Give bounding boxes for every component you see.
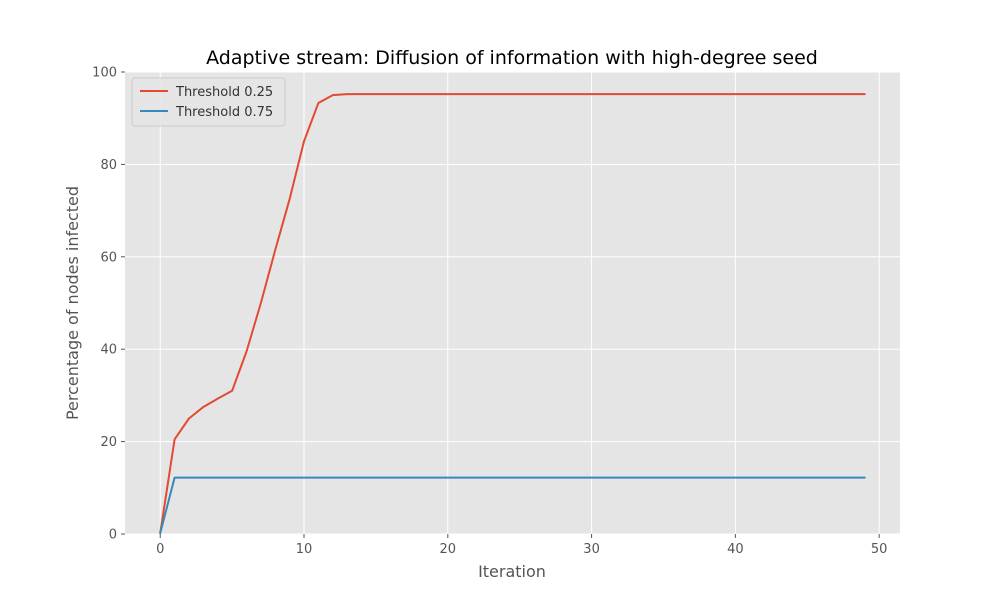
series-line-threshold-025 [159, 93, 866, 535]
x-tick-label: 0 [156, 542, 164, 557]
y-axis-label: Percentage of nodes infected [63, 186, 82, 420]
y-tick-label: 80 [100, 158, 117, 173]
x-axis-label: Iteration [478, 562, 546, 581]
legend: Threshold 0.25 Threshold 0.75 [131, 77, 286, 127]
x-tick-label: 30 [583, 542, 600, 557]
y-tick-label: 0 [109, 528, 117, 543]
series-line-threshold-075 [159, 476, 866, 535]
axis-ticks: 0 10 20 30 40 50 0 20 40 60 80 100 [92, 66, 887, 558]
x-tick-label: 40 [727, 542, 744, 557]
y-tick-label: 20 [100, 435, 117, 450]
y-tick-label: 60 [100, 250, 117, 265]
legend-label-threshold-075: Threshold 0.75 [175, 105, 273, 120]
grid [125, 71, 900, 535]
x-tick-label: 20 [440, 542, 457, 557]
legend-label-threshold-025: Threshold 0.25 [175, 85, 273, 100]
y-tick-label: 100 [92, 66, 117, 81]
chart-title: Adaptive stream: Diffusion of informatio… [206, 47, 818, 69]
x-tick-label: 10 [296, 542, 313, 557]
plot-area [125, 72, 900, 534]
y-tick-label: 40 [100, 343, 117, 358]
x-tick-label: 50 [871, 542, 888, 557]
legend-box [131, 77, 286, 127]
series-lines [159, 93, 866, 535]
